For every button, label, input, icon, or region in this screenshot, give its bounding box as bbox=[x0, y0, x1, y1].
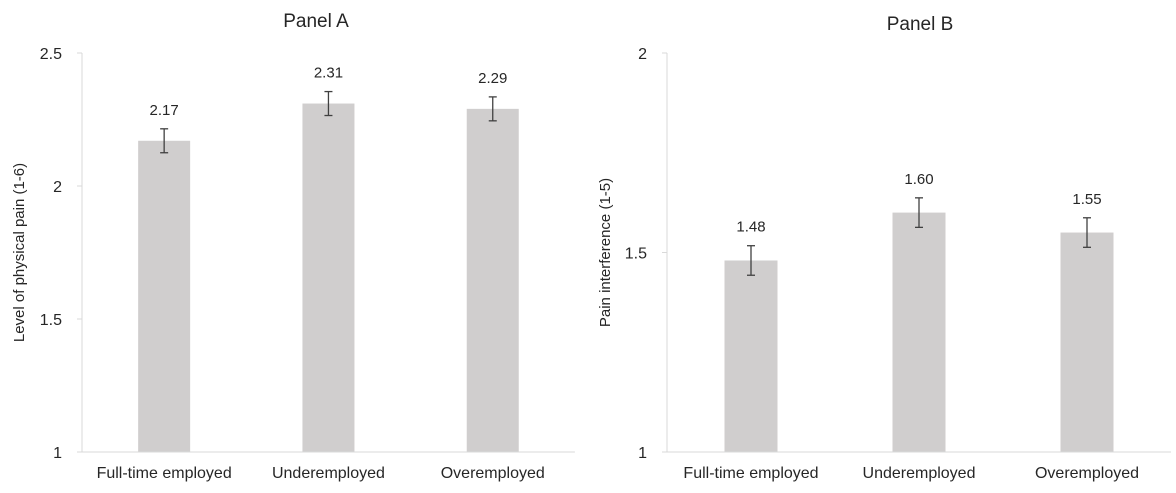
y-tick-label: 1 bbox=[638, 445, 647, 462]
chart-title: Panel B bbox=[887, 14, 954, 35]
bar bbox=[302, 103, 355, 452]
y-axis-label: Level of physical pain (1-6) bbox=[11, 163, 28, 342]
data-label: 1.48 bbox=[736, 219, 765, 236]
panel-a-chart: Panel A Level of physical pain (1-6) 1 1.… bbox=[11, 11, 575, 482]
x-category-label: Full-time employed bbox=[683, 465, 818, 482]
bar bbox=[138, 140, 191, 452]
x-category-label: Full-time employed bbox=[97, 465, 232, 482]
x-category-label: Underemployed bbox=[863, 465, 976, 482]
data-label: 1.55 bbox=[1072, 191, 1101, 208]
y-tick-label: 2.5 bbox=[40, 46, 62, 63]
bar bbox=[466, 108, 519, 453]
bar bbox=[892, 212, 946, 452]
bar bbox=[724, 260, 778, 452]
y-tick-label: 2 bbox=[638, 46, 647, 63]
data-label: 1.60 bbox=[904, 171, 933, 188]
y-tick-label: 1.5 bbox=[40, 312, 62, 329]
y-tick-label: 1.5 bbox=[625, 246, 647, 263]
data-label: 2.17 bbox=[150, 102, 179, 119]
y-axis-label: Pain interference (1-5) bbox=[597, 178, 614, 327]
data-label: 2.31 bbox=[314, 65, 343, 82]
bar bbox=[1060, 232, 1114, 452]
x-category-label: Overemployed bbox=[441, 465, 545, 482]
x-category-label: Overemployed bbox=[1035, 465, 1139, 482]
y-tick-label: 1 bbox=[53, 445, 62, 462]
panel-b-chart: Panel B Pain interference (1-5) 1 1.5 2 1.4… bbox=[597, 14, 1171, 482]
chart-title: Panel A bbox=[283, 11, 349, 32]
x-category-label: Underemployed bbox=[272, 465, 385, 482]
y-tick-label: 2 bbox=[53, 179, 62, 196]
data-label: 2.29 bbox=[478, 70, 507, 87]
